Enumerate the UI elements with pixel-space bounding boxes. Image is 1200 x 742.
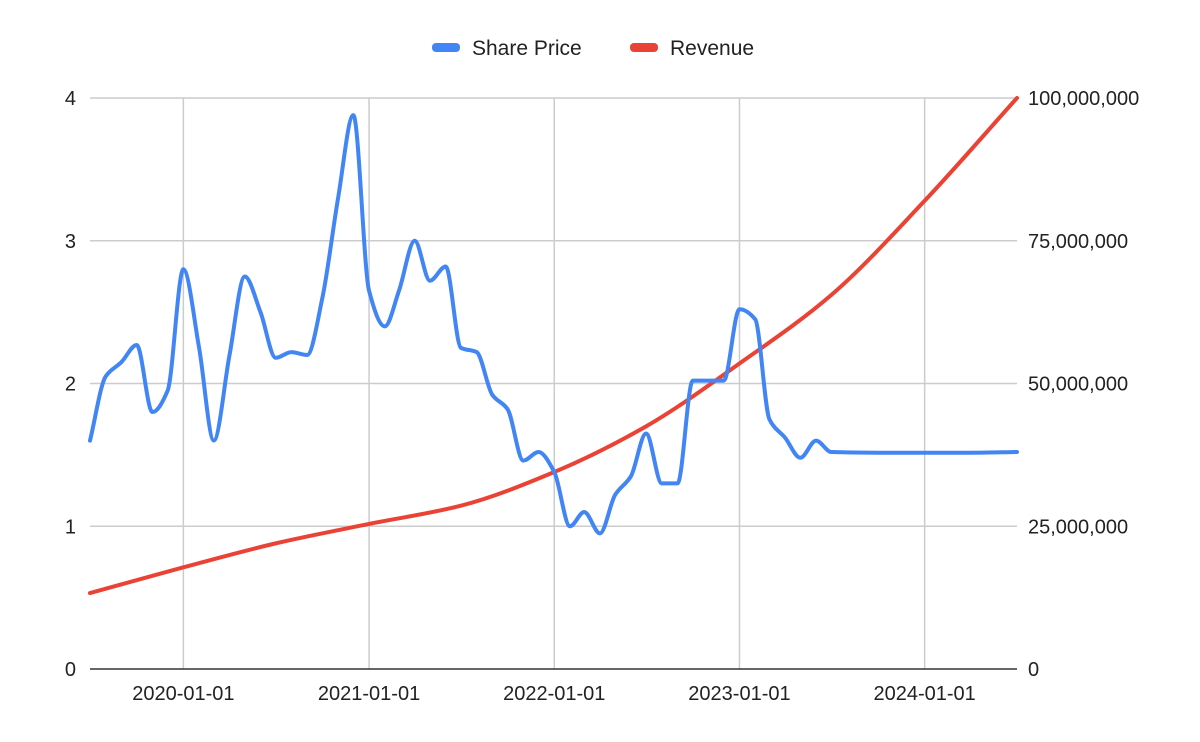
y-left-tick-label: 4 [65, 88, 76, 110]
y-right-tick-label: 75,000,000 [1028, 231, 1128, 253]
x-axis-labels: 2020-01-01 2021-01-01 2022-01-01 2023-01-01… [132, 683, 976, 705]
y-right-tick-label: 0 [1028, 659, 1039, 681]
legend-label-revenue: Revenue [670, 37, 754, 60]
legend: Share Price Revenue [432, 37, 754, 60]
gridlines [90, 97, 1017, 670]
x-tick-label: 2021-01-01 [318, 683, 420, 705]
y-left-tick-label: 3 [65, 231, 76, 253]
y-left-tick-label: 2 [65, 374, 76, 396]
y-axis-left-labels: 0 1 2 3 4 [65, 88, 76, 681]
legend-swatch-revenue [630, 43, 658, 52]
series-layer [88, 96, 1019, 596]
legend-label-share-price: Share Price [472, 37, 582, 60]
y-right-tick-label: 25,000,000 [1028, 516, 1128, 538]
y-axis-right-labels: 0 25,000,000 50,000,000 75,000,000 100,000,0… [1028, 88, 1139, 681]
x-tick-label: 2022-01-01 [503, 683, 605, 705]
series-line-revenue [88, 96, 1019, 596]
legend-swatch-share-price [432, 43, 460, 52]
x-tick-label: 2020-01-01 [132, 683, 234, 705]
series-line-share-price [88, 113, 1019, 536]
y-left-tick-label: 0 [65, 659, 76, 681]
y-right-tick-label: 100,000,000 [1028, 88, 1139, 110]
y-left-tick-label: 1 [65, 516, 76, 538]
x-tick-label: 2023-01-01 [688, 683, 790, 705]
x-tick-label: 2024-01-01 [873, 683, 975, 705]
y-right-tick-label: 50,000,000 [1028, 374, 1128, 396]
